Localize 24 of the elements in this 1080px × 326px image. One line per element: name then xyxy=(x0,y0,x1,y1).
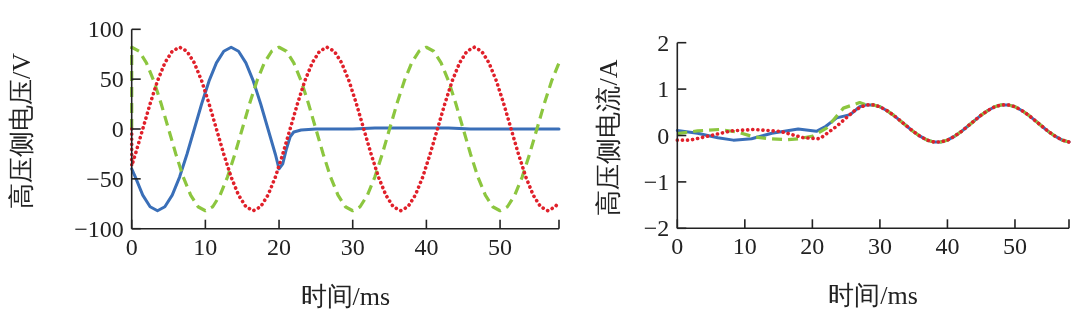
x-tick-label: 30 xyxy=(867,233,892,260)
y-tick-label: 2 xyxy=(657,29,670,56)
y-tick-label: 0 xyxy=(657,122,670,149)
x-axis-title: 时间/ms xyxy=(300,281,391,311)
x-tick-label: 20 xyxy=(267,233,292,260)
y-tick-label: 100 xyxy=(87,16,124,43)
y-tick-label: 0 xyxy=(111,116,124,142)
x-tick-label: 10 xyxy=(732,233,757,260)
x-tick-label: 40 xyxy=(414,233,439,260)
y-tick-label: 50 xyxy=(99,66,124,93)
x-tick-label: 40 xyxy=(935,233,960,260)
x-tick-label: 10 xyxy=(193,233,218,260)
y-tick-label: 1 xyxy=(657,76,670,103)
y-tick-label: −50 xyxy=(86,165,124,192)
x-tick-label: 50 xyxy=(1002,233,1027,260)
y-axis-title: 高压侧电流/A xyxy=(594,59,623,216)
x-tick-label: 50 xyxy=(488,233,513,260)
y-tick-label: −100 xyxy=(74,215,124,242)
x-tick-label: 20 xyxy=(800,233,825,260)
y-tick-label: −1 xyxy=(643,168,670,195)
x-tick-label: 30 xyxy=(340,233,365,260)
x-axis-title: 时间/ms xyxy=(828,281,918,311)
y-tick-label: −2 xyxy=(643,215,670,242)
y-axis-title: 高压侧电压/V xyxy=(7,52,36,209)
